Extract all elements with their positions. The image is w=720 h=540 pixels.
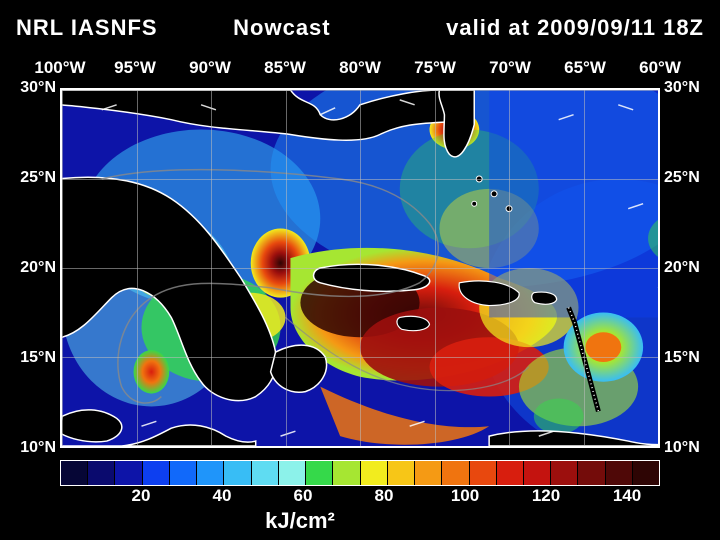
- colorbar-seg-0[interactable]: [61, 461, 88, 485]
- lon-label-75w: 75°W: [414, 58, 456, 78]
- colorbar-seg-17[interactable]: [524, 461, 551, 485]
- colorbar-tick-60: 60: [294, 486, 313, 506]
- colorbar-seg-9[interactable]: [306, 461, 333, 485]
- lat-label-left-30n: 30°N: [20, 79, 56, 97]
- gridline-lat-15n: [62, 357, 660, 358]
- lat-label-right-20n: 20°N: [664, 259, 700, 277]
- colorbar-tick-140: 140: [613, 486, 641, 506]
- gridline-lat-20n: [62, 268, 660, 269]
- colorbar-seg-5[interactable]: [197, 461, 224, 485]
- colorbar-seg-16[interactable]: [497, 461, 524, 485]
- ohc-map-window: NRL IASNFS Nowcast valid at 2009/09/11 1…: [0, 0, 720, 540]
- top-longitude-axis: 100°W 95°W 90°W 85°W 80°W 75°W 70°W 65°W…: [60, 58, 660, 78]
- gridline-lat-25n: [62, 179, 660, 180]
- lat-label-right-10n: 10°N: [664, 439, 700, 457]
- lat-label-left-20n: 20°N: [20, 259, 56, 277]
- lon-label-70w: 70°W: [489, 58, 531, 78]
- colorbar-group: 20 40 60 80 100 120 140: [60, 460, 660, 506]
- lon-label-90w: 90°W: [189, 58, 231, 78]
- colorbar-unit-label: kJ/cm²: [265, 508, 335, 534]
- colorbar-tick-100: 100: [451, 486, 479, 506]
- colorbar-seg-6[interactable]: [224, 461, 251, 485]
- colorbar-ticks: 20 40 60 80 100 120 140: [60, 486, 660, 506]
- lon-label-80w: 80°W: [339, 58, 381, 78]
- colorbar-seg-18[interactable]: [551, 461, 578, 485]
- colorbar-seg-11[interactable]: [361, 461, 388, 485]
- gridline-lon-65w: [584, 90, 585, 448]
- colorbar-tick-120: 120: [532, 486, 560, 506]
- colorbar-seg-2[interactable]: [115, 461, 142, 485]
- colorbar[interactable]: [60, 460, 660, 486]
- gridline-lon-70w: [509, 90, 510, 448]
- colorbar-seg-10[interactable]: [333, 461, 360, 485]
- header-bar: NRL IASNFS Nowcast valid at 2009/09/11 1…: [0, 8, 720, 48]
- header-right-label: valid at 2009/09/11 18Z: [446, 15, 704, 41]
- lon-label-95w: 95°W: [114, 58, 156, 78]
- header-center-label: Nowcast: [233, 15, 330, 41]
- lat-label-right-25n: 25°N: [664, 169, 700, 187]
- lon-label-100w: 100°W: [34, 58, 85, 78]
- colorbar-seg-20[interactable]: [606, 461, 633, 485]
- right-latitude-axis: 30°N 25°N 20°N 15°N 10°N: [662, 88, 718, 448]
- gridline-lat-30n: [62, 90, 660, 91]
- colorbar-seg-19[interactable]: [578, 461, 605, 485]
- left-latitude-axis: 30°N 25°N 20°N 15°N 10°N: [2, 88, 58, 448]
- colorbar-tick-20: 20: [132, 486, 151, 506]
- colorbar-seg-3[interactable]: [143, 461, 170, 485]
- lat-label-left-15n: 15°N: [20, 349, 56, 367]
- gridline-lon-100w: [62, 90, 63, 448]
- gridline-lon-90w: [211, 90, 212, 448]
- colorbar-seg-4[interactable]: [170, 461, 197, 485]
- colorbar-seg-7[interactable]: [252, 461, 279, 485]
- lat-label-left-10n: 10°N: [20, 439, 56, 457]
- gridline-lon-75w: [435, 90, 436, 448]
- colorbar-seg-15[interactable]: [470, 461, 497, 485]
- lon-label-65w: 65°W: [564, 58, 606, 78]
- lon-label-60w: 60°W: [639, 58, 681, 78]
- colorbar-seg-13[interactable]: [415, 461, 442, 485]
- colorbar-tick-80: 80: [375, 486, 394, 506]
- ocean-heat-content-map[interactable]: OHC: [60, 88, 660, 448]
- colorbar-seg-21[interactable]: [633, 461, 659, 485]
- lat-label-right-30n: 30°N: [664, 79, 700, 97]
- lon-label-85w: 85°W: [264, 58, 306, 78]
- gridline-lon-95w: [137, 90, 138, 448]
- colorbar-seg-1[interactable]: [88, 461, 115, 485]
- header-left-label: NRL IASNFS: [16, 15, 158, 41]
- lat-label-left-25n: 25°N: [20, 169, 56, 187]
- gridline-lon-85w: [286, 90, 287, 448]
- colorbar-tick-40: 40: [213, 486, 232, 506]
- gridline-lon-80w: [360, 90, 361, 448]
- colorbar-seg-14[interactable]: [442, 461, 469, 485]
- lat-label-right-15n: 15°N: [664, 349, 700, 367]
- colorbar-seg-12[interactable]: [388, 461, 415, 485]
- colorbar-seg-8[interactable]: [279, 461, 306, 485]
